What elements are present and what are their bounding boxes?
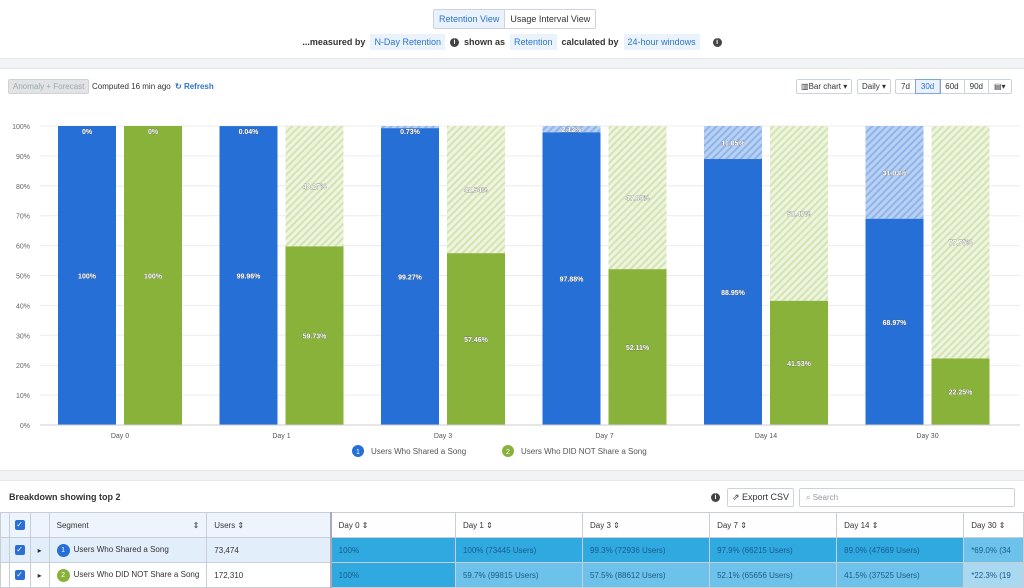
remainder-label: 0.04%	[239, 129, 260, 136]
bar-label: 22.25%	[949, 390, 974, 397]
y-tick-label: 20%	[16, 363, 30, 370]
retention-cell: *22.3% (19	[964, 563, 1024, 588]
remainder-label: 77.75%	[949, 240, 974, 247]
bar-label: 59.73%	[303, 334, 328, 341]
retention-cell: 59.7% (99815 Users)	[455, 563, 582, 588]
row-checkbox[interactable]: ✓	[15, 545, 25, 555]
search-icon: ⌕	[806, 493, 813, 502]
export-csv-button[interactable]: ⇗ Export CSV	[727, 488, 794, 507]
col-day7[interactable]: Day 7 ⇕	[710, 513, 837, 538]
col-day0[interactable]: Day 0 ⇕	[331, 513, 456, 538]
x-tick-label: Day 7	[595, 433, 613, 440]
y-tick-label: 70%	[16, 214, 30, 221]
y-tick-label: 100%	[12, 124, 30, 131]
bar-label: 57.46%	[464, 337, 489, 344]
bar-label: 52.11%	[626, 345, 650, 352]
retention-cell: *69.0% (34	[964, 538, 1024, 563]
retention-cell: 41.5% (37525 Users)	[837, 563, 964, 588]
retention-cell: 52.1% (65656 Users)	[710, 563, 837, 588]
remainder-label: 0.73%	[400, 129, 421, 136]
segment-name: Users Who DID NOT Share a Song	[74, 570, 200, 579]
y-tick-label: 60%	[16, 244, 30, 251]
expand-icon[interactable]: ▸	[30, 563, 49, 588]
remainder-label: 42.54%	[464, 188, 489, 195]
remainder-label: 2.12%	[562, 127, 583, 134]
divider	[0, 470, 1024, 481]
retention-cell: 100%	[331, 563, 456, 588]
retention-cell: 99.3% (72936 Users)	[583, 538, 710, 563]
bar-label: 99.27%	[398, 275, 423, 282]
breakdown-title: Breakdown showing top 2	[9, 492, 121, 502]
retention-cell: 100%	[331, 538, 456, 563]
table-row[interactable]: ✓ ▸ 1 Users Who Shared a Song 73,474 100%…	[1, 538, 1024, 563]
x-tick-label: Day 0	[111, 433, 129, 440]
export-icon: ⇗	[732, 492, 742, 502]
x-tick-label: Day 1	[272, 433, 290, 440]
users-count: 73,474	[207, 538, 331, 563]
retention-cell: 100% (73445 Users)	[455, 538, 582, 563]
segment-badge: 1	[57, 544, 70, 557]
table-header: ✓ Segment⇕ Users ⇕ Day 0 ⇕ Day 1 ⇕ Day 3…	[1, 513, 1024, 538]
y-tick-label: 90%	[16, 154, 30, 161]
legend-item[interactable]: Users Who DID NOT Share a Song	[521, 447, 647, 456]
y-tick-label: 40%	[16, 303, 30, 310]
col-day3[interactable]: Day 3 ⇕	[583, 513, 710, 538]
col-users[interactable]: Users ⇕	[207, 513, 331, 538]
remainder-bar	[381, 126, 439, 128]
bar-label: 68.97%	[883, 320, 908, 327]
search-input[interactable]: ⌕ Search	[799, 488, 1015, 507]
select-all-checkbox[interactable]: ✓	[15, 520, 25, 530]
col-day14[interactable]: Day 14 ⇕	[837, 513, 964, 538]
export-label: Export CSV	[742, 492, 789, 502]
segment-name: Users Who Shared a Song	[74, 545, 169, 554]
col-segment[interactable]: Segment⇕	[49, 513, 207, 538]
retention-cell: 97.9% (66215 Users)	[710, 538, 837, 563]
legend-number: 2	[506, 449, 510, 456]
remainder-label: 47.89%	[626, 196, 651, 203]
remainder-label: 40.27%	[303, 184, 328, 191]
retention-cell: 89.0% (47669 Users)	[837, 538, 964, 563]
remainder-label: 0%	[148, 129, 159, 136]
col-day1[interactable]: Day 1 ⇕	[455, 513, 582, 538]
table-row[interactable]: ✓ ▸ 2 Users Who DID NOT Share a Song 172,…	[1, 563, 1024, 588]
retention-chart: 0%10%20%30%40%50%60%70%80%90%100%0%100%0…	[0, 0, 1024, 470]
y-tick-label: 80%	[16, 184, 30, 191]
remainder-label: 11.05%	[721, 141, 745, 148]
breakdown-table: ✓ Segment⇕ Users ⇕ Day 0 ⇕ Day 1 ⇕ Day 3…	[0, 512, 1024, 588]
remainder-label: 58.47%	[787, 211, 812, 218]
retention-cell: 57.5% (88612 Users)	[583, 563, 710, 588]
x-tick-label: Day 3	[434, 433, 452, 440]
y-tick-label: 10%	[16, 393, 30, 400]
col-day30[interactable]: Day 30 ⇕	[964, 513, 1024, 538]
y-tick-label: 50%	[16, 274, 30, 281]
bar-label: 100%	[78, 274, 97, 281]
expand-icon[interactable]: ▸	[30, 538, 49, 563]
info-icon[interactable]: i	[711, 493, 720, 502]
bar-label: 97.88%	[560, 277, 585, 284]
bar-label: 99.96%	[237, 274, 262, 281]
remainder-label: 0%	[82, 129, 93, 136]
y-tick-label: 30%	[16, 333, 30, 340]
remainder-label: 31.03%	[883, 170, 908, 177]
bar-label: 100%	[144, 274, 163, 281]
y-tick-label: 0%	[20, 423, 30, 430]
row-checkbox[interactable]: ✓	[15, 570, 25, 580]
x-tick-label: Day 30	[916, 433, 938, 440]
x-tick-label: Day 14	[755, 433, 777, 440]
legend-number: 1	[356, 449, 360, 456]
users-count: 172,310	[207, 563, 331, 588]
bar-label: 41.53%	[787, 361, 812, 368]
segment-badge: 2	[57, 569, 70, 582]
legend-item[interactable]: Users Who Shared a Song	[371, 447, 466, 456]
bar-label: 88.95%	[721, 290, 746, 297]
search-placeholder: Search	[813, 493, 838, 502]
